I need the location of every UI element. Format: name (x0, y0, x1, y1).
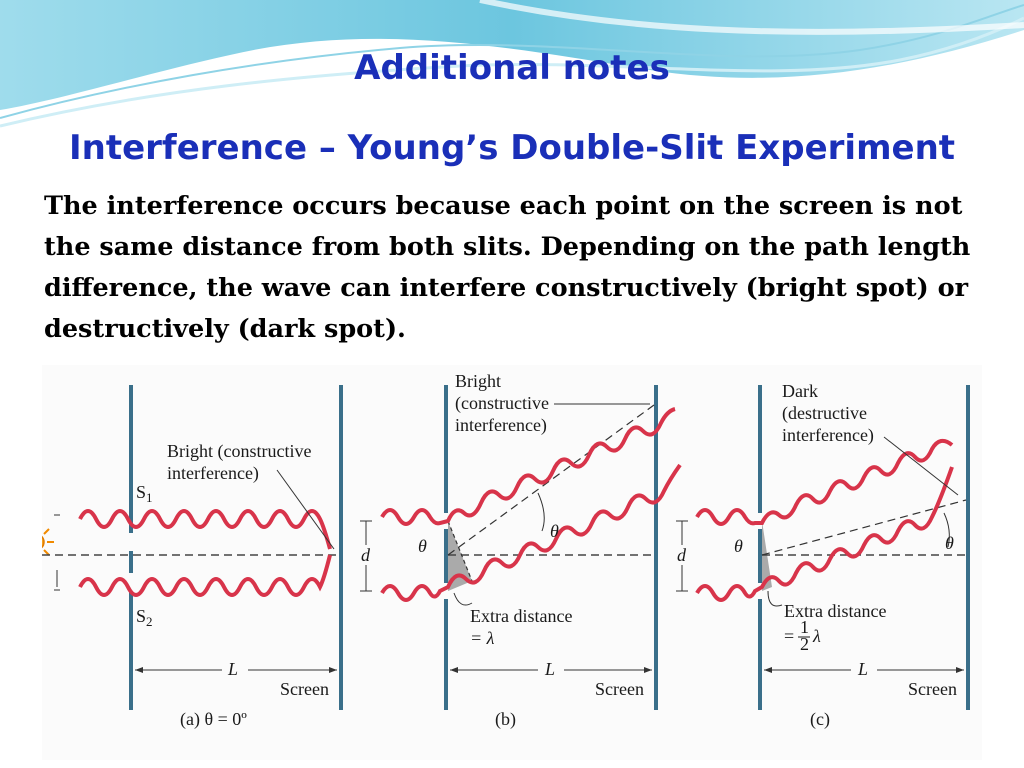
panel-a-note-line1: Bright (constructive (167, 441, 311, 462)
sun-icon (42, 528, 54, 556)
panel-c-screen-label: Screen (908, 679, 957, 699)
panel-b-note-line3: interference) (455, 415, 547, 436)
panel-b: d θ θ Bright (constructive interference)… (360, 371, 682, 730)
screen-wall (339, 385, 343, 710)
panel-b-d-label: d (361, 545, 371, 565)
slide-title: Additional notes (354, 48, 670, 88)
screen-wall (966, 385, 970, 710)
wave-bottom (695, 466, 954, 602)
panel-a: S1 S2 Bright (constructive interference)… (42, 385, 343, 730)
panel-a-caption: (a) θ = 0º (180, 709, 247, 730)
panel-c-theta-right: θ (945, 533, 954, 553)
panel-c-extra-num: 1 (800, 617, 809, 637)
panel-c-extra-den: 2 (800, 634, 809, 654)
panel-b-theta-left: θ (418, 536, 427, 556)
header-wave-decoration (0, 0, 1024, 128)
panel-c-note-line1: Dark (782, 381, 818, 401)
double-slit-diagram: S1 S2 Bright (constructive interference)… (42, 365, 982, 760)
panel-a-note-line2: interference) (167, 463, 259, 484)
panel-b-caption: (b) (495, 709, 516, 730)
panel-c-theta-left: θ (734, 536, 743, 556)
wave-top (78, 509, 332, 550)
panel-c-d-label: d (677, 545, 687, 565)
screen-wall (654, 385, 658, 710)
panel-c-extra-line1: Extra distance (784, 601, 886, 621)
panel-c-length-label: L (857, 659, 868, 679)
panel-b-screen-label: Screen (595, 679, 644, 699)
panel-a-length-label: L (227, 659, 238, 679)
body-paragraph: The interference occurs because each poi… (44, 191, 971, 344)
panel-c-extra-eq: = (784, 626, 794, 646)
panel-c-extra-lambda: λ (812, 626, 821, 646)
wave-top (380, 407, 676, 526)
panel-b-note-line1: Bright (455, 371, 501, 391)
slit-wall (758, 385, 762, 710)
panel-b-extra-line1: Extra distance (470, 606, 572, 626)
panel-c-note-line3: interference) (782, 425, 874, 446)
panel-c-caption: (c) (810, 709, 830, 730)
panel-b-theta-right: θ (550, 521, 559, 541)
source-1-label: S1 (136, 482, 153, 505)
slit-wall (444, 385, 448, 710)
panel-b-note-line2: (constructive (455, 393, 549, 414)
panel-c-note-line2: (destructive (782, 403, 867, 424)
source-2-label: S2 (136, 606, 153, 629)
panel-a-screen-label: Screen (280, 679, 329, 699)
panel-b-length-label: L (544, 659, 555, 679)
panel-c: d θ θ Dark (destructive interference) Ex… (676, 381, 970, 730)
wave-bottom (78, 554, 332, 597)
wave-bottom (380, 463, 682, 602)
slide-subtitle: Interference – Young’s Double-Slit Exper… (68, 128, 956, 168)
panel-b-extra-line2: = λ (470, 628, 495, 648)
